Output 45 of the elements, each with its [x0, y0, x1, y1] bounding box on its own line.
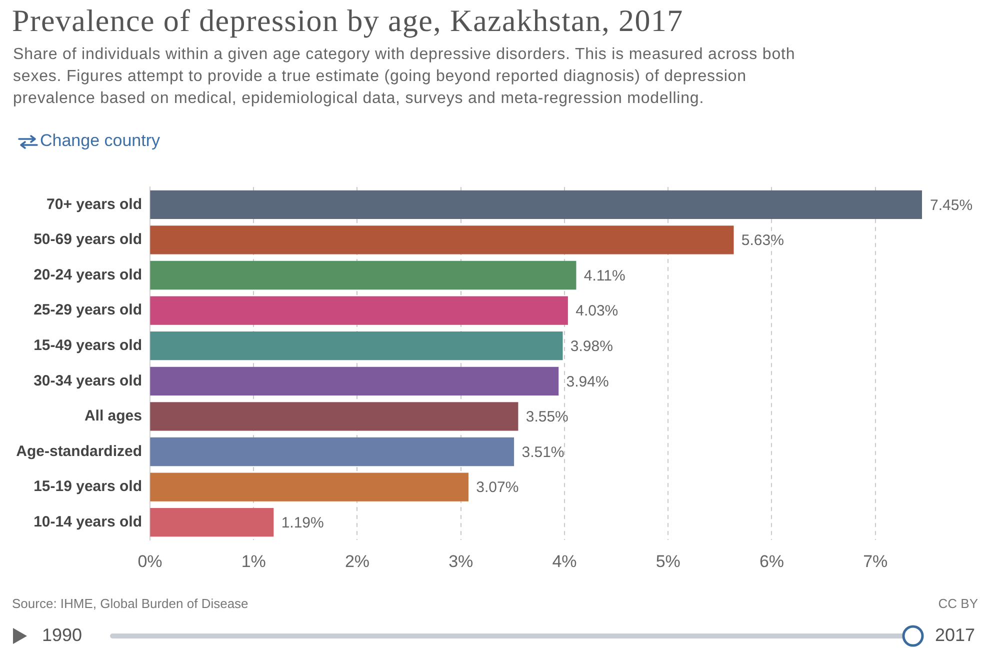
chart-subtitle: Share of individuals within a given age category with depressive disorders. This is measured across both sexes. Figures attempt to provide a true estimate (going beyond reported diagnosis) of depression prevalence based on medical, epidemiological data, surveys and meta-regression modelling. [13, 45, 796, 109]
text: 2017 [935, 625, 976, 646]
y-tick-label: Age-standardized [16, 442, 142, 460]
y-tick-label: 20-24 years old [34, 266, 142, 284]
data-label: 4.03% [576, 302, 618, 320]
data-label: 3.07% [476, 479, 519, 496]
y-tick-label: 30-34 years old [34, 372, 142, 390]
x-tick-label: 1% [241, 552, 266, 571]
y-tick-label: 15-49 years old [34, 336, 142, 354]
data-label: 3.94% [566, 373, 609, 390]
data-label: 3.51% [522, 444, 564, 461]
data-label: 3.98% [570, 338, 613, 355]
bar [150, 472, 468, 502]
y-tick-label: 70+ years old [46, 196, 142, 213]
source-note: Source: IHME, Global Burden of Disease [12, 596, 248, 611]
y-tick-label: 15-19 years old [34, 478, 142, 496]
x-tick-label: 6% [759, 552, 784, 571]
data-label: 5.63% [741, 232, 784, 250]
bar [150, 260, 576, 290]
bar [150, 366, 559, 396]
bar [150, 226, 734, 254]
text: 1990 [42, 625, 82, 646]
x-tick-label: 7% [863, 552, 888, 571]
bar [150, 508, 274, 537]
bar [150, 437, 514, 466]
y-tick-label: 10-14 years old [34, 513, 142, 530]
text: Change country [40, 131, 160, 151]
data-label: 1.19% [281, 514, 324, 532]
bar [150, 190, 922, 219]
text: CC BY [938, 596, 978, 611]
data-label: 3.55% [526, 408, 568, 426]
y-tick-label: 25-29 years old [34, 302, 142, 319]
data-label: 7.45% [930, 196, 973, 214]
x-tick-label: 0% [138, 552, 162, 571]
y-tick-label: 50-69 years old [34, 231, 142, 248]
bar [150, 332, 563, 360]
y-tick-label: All ages [84, 408, 142, 425]
x-tick-label: 2% [344, 552, 370, 571]
x-tick-label: 5% [656, 552, 680, 571]
bar [150, 402, 518, 431]
data-label: 4.11% [584, 267, 626, 284]
x-tick-label: 4% [552, 552, 577, 571]
x-tick-label: 3% [448, 552, 474, 571]
chart-title: Prevalence of depression by age, Kazakhstan, 2017 [12, 3, 684, 39]
bar [150, 296, 568, 325]
